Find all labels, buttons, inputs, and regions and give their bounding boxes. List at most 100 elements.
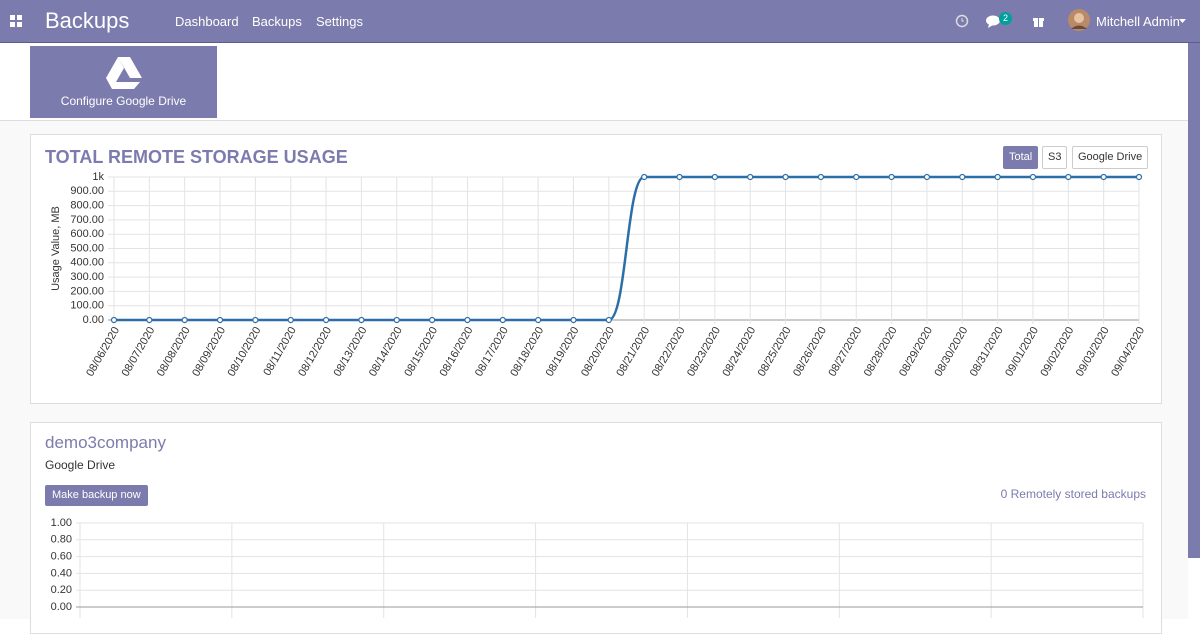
- y-tick-label: 300.00: [70, 271, 104, 283]
- tab[interactable]: Total: [1003, 146, 1039, 169]
- user-name[interactable]: Mitchell Admin: [1096, 14, 1180, 29]
- y-tick-label: 100.00: [70, 300, 104, 312]
- x-tick-label: 08/09/2020: [190, 325, 228, 379]
- brand[interactable]: Backups: [45, 8, 130, 33]
- x-tick-label: 08/30/2020: [932, 325, 970, 379]
- storage-type: Google Drive: [45, 458, 116, 472]
- menu-item[interactable]: Dashboard: [175, 14, 239, 29]
- scrollbar[interactable]: [1188, 43, 1200, 558]
- y-tick-label: 0.60: [51, 551, 72, 563]
- point: [535, 316, 542, 324]
- point: [393, 316, 400, 324]
- point: [216, 316, 224, 324]
- point: [1065, 173, 1072, 181]
- point: [994, 173, 1001, 181]
- point: [358, 316, 365, 324]
- point: [570, 316, 577, 324]
- caret: [1179, 19, 1186, 23]
- point: [711, 173, 718, 181]
- point: [641, 173, 648, 181]
- y-tick-label: 700.00: [70, 214, 104, 226]
- menu-item[interactable]: Settings: [316, 14, 363, 29]
- x-tick-label: 09/01/2020: [1003, 325, 1041, 379]
- point: [181, 316, 188, 324]
- x-tick-label: 09/03/2020: [1074, 325, 1112, 379]
- x-tick-label: 08/19/2020: [544, 325, 582, 379]
- point: [1135, 173, 1143, 181]
- y-tick-label: 0.80: [51, 534, 72, 546]
- point: [110, 316, 118, 324]
- x-tick-label: 08/26/2020: [791, 325, 829, 379]
- x-tick-label: 08/15/2020: [402, 325, 440, 379]
- x-tick-label: 09/02/2020: [1039, 325, 1077, 379]
- tab[interactable]: Google Drive: [1072, 146, 1149, 169]
- chart-title: TOTAL REMOTE STORAGE USAGE: [45, 147, 348, 167]
- x-tick-label: 08/23/2020: [685, 325, 723, 379]
- company-name: demo3company: [45, 433, 166, 452]
- point: [676, 173, 683, 181]
- tile-label: Configure Google Drive: [60, 94, 187, 108]
- apps-icon[interactable]: [10, 15, 22, 27]
- y-tick-label: 1.00: [51, 517, 72, 529]
- backup-button[interactable]: Make backup now: [45, 485, 148, 506]
- y-tick-label: 0.00: [83, 314, 104, 326]
- x-tick-label: 08/06/2020: [84, 325, 122, 379]
- point: [817, 173, 824, 181]
- avatar[interactable]: [1068, 9, 1090, 31]
- storage-card: [30, 134, 1162, 404]
- x-tick-label: 08/25/2020: [756, 325, 794, 379]
- activity-icon[interactable]: [955, 14, 969, 28]
- x-tick-label: 08/12/2020: [296, 325, 334, 379]
- y-tick-label: 0.40: [51, 567, 72, 579]
- y-tick-label: 600.00: [70, 228, 104, 240]
- y-tick-label: 0.00: [51, 601, 72, 613]
- x-tick-label: 08/29/2020: [897, 325, 935, 379]
- x-tick-label: 08/22/2020: [650, 325, 688, 379]
- point: [322, 316, 330, 324]
- y-axis-label: Usage Value, MB: [50, 206, 62, 291]
- backup-card: [30, 422, 1162, 634]
- point: [888, 173, 895, 181]
- y-tick-label: 500.00: [70, 242, 104, 254]
- y-tick-label: 400.00: [70, 257, 104, 269]
- drive-icon: [106, 57, 142, 89]
- point: [429, 316, 436, 324]
- point: [1100, 173, 1107, 181]
- x-tick-label: 08/18/2020: [508, 325, 546, 379]
- x-tick-label: 08/27/2020: [826, 325, 864, 379]
- chat-icon[interactable]: [986, 15, 1002, 28]
- x-tick-label: 08/24/2020: [720, 325, 758, 379]
- y-tick-label: 200.00: [70, 285, 104, 297]
- y-tick-label: 800.00: [70, 200, 104, 212]
- backup-count[interactable]: 0 Remotely stored backups: [1000, 487, 1146, 501]
- x-tick-label: 08/31/2020: [968, 325, 1006, 379]
- x-tick-label: 09/04/2020: [1109, 325, 1147, 379]
- x-tick-label: 08/16/2020: [438, 325, 476, 379]
- point: [782, 173, 789, 181]
- line: [114, 175, 1139, 322]
- configure-tile[interactable]: Configure Google Drive: [30, 46, 217, 118]
- y-tick-label: 900.00: [70, 185, 104, 197]
- gift-icon[interactable]: [1032, 14, 1045, 27]
- x-tick-label: 08/20/2020: [579, 325, 617, 379]
- point: [287, 316, 294, 324]
- x-tick-label: 08/07/2020: [120, 325, 158, 379]
- tab[interactable]: S3: [1042, 146, 1068, 169]
- point: [464, 316, 471, 324]
- point: [605, 316, 612, 324]
- point: [959, 173, 966, 181]
- point: [499, 316, 506, 324]
- x-tick-label: 08/28/2020: [862, 325, 900, 379]
- y-tick-label: 0.20: [51, 584, 72, 596]
- chat-badge: 2: [999, 12, 1012, 25]
- point: [853, 173, 860, 181]
- x-tick-label: 08/11/2020: [261, 325, 299, 378]
- menu-item[interactable]: Backups: [252, 14, 302, 29]
- point: [747, 173, 754, 181]
- navbar: Backups Dashboard Backups Settings 2 Mit…: [0, 0, 1200, 43]
- y-tick-label: 1k: [92, 171, 104, 183]
- x-tick-label: 08/21/2020: [614, 325, 652, 379]
- x-tick-label: 08/17/2020: [473, 325, 511, 379]
- x-tick-label: 08/14/2020: [367, 325, 405, 379]
